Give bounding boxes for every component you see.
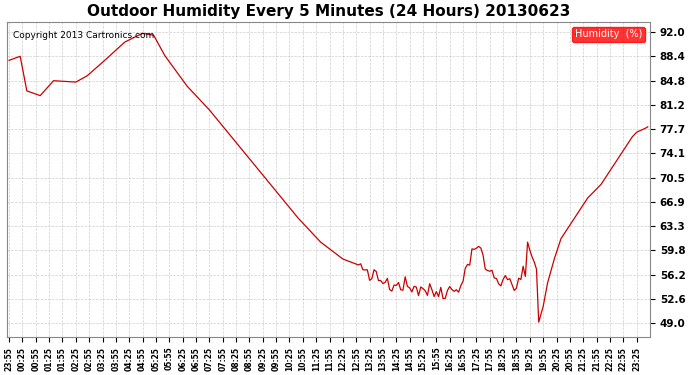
Title: Outdoor Humidity Every 5 Minutes (24 Hours) 20130623: Outdoor Humidity Every 5 Minutes (24 Hou… bbox=[87, 4, 570, 19]
Text: Copyright 2013 Cartronics.com: Copyright 2013 Cartronics.com bbox=[13, 31, 155, 40]
Legend: Humidity  (%): Humidity (%) bbox=[572, 27, 645, 42]
